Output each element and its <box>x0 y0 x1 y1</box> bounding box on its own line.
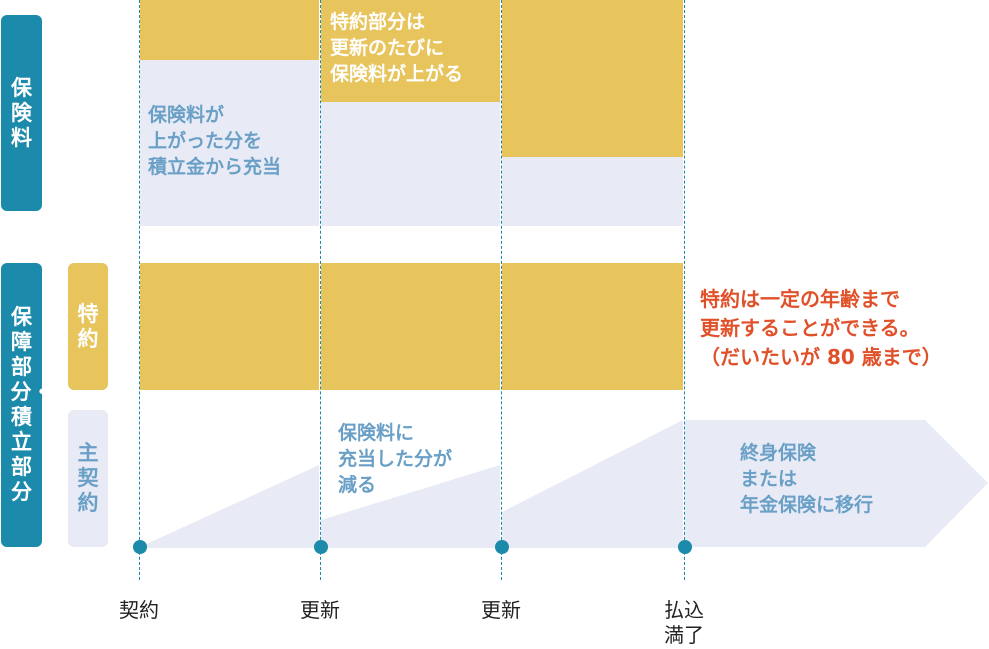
savings-cover-note: 保険料が 上がった分を 積立金から充当 <box>148 104 282 178</box>
contract-point <box>133 540 147 554</box>
rider-coverage-period-2 <box>321 263 500 390</box>
premium-category-label: 保険料 <box>1 15 42 211</box>
contract-label: 契約 <box>119 598 159 622</box>
rider-label: 特約 <box>68 263 108 390</box>
premium-main-block-period-3 <box>502 157 683 226</box>
premium-main-block-period-1 <box>140 60 319 226</box>
savings-triangle-period-2 <box>321 465 500 547</box>
coverage-savings-category-label: 保障部分・積立部分 <box>1 263 53 547</box>
paid-up-label: 払込 満了 <box>664 598 704 647</box>
rider-age-limit-note: 特約は一定の年齢まで 更新することができる。 （だいたいが 80 歳まで） <box>700 287 942 369</box>
transition-note: 終身保険 または 年金保険に移行 <box>740 442 874 516</box>
rider-coverage-period-3 <box>502 263 683 390</box>
renewal-1-divider <box>320 0 321 580</box>
savings-decrease-note: 保険料に 充当した分が 減る <box>338 422 453 496</box>
renewal-2-divider <box>501 0 502 580</box>
renewal-1-label: 更新 <box>300 598 340 622</box>
main-contract-label: 主契約 <box>68 410 108 547</box>
premium-rider-block-period-1 <box>140 0 319 60</box>
savings-triangle-period-1 <box>140 465 319 547</box>
rider-coverage-period-1 <box>140 263 319 390</box>
paid-up-divider <box>684 0 685 580</box>
contract-divider <box>139 0 140 580</box>
renewal-1-point <box>314 540 328 554</box>
savings-triangle-period-3 <box>502 420 683 547</box>
premium-rider-block-period-2 <box>321 0 500 102</box>
paid-up-point <box>678 540 692 554</box>
premium-main-block-period-2 <box>321 102 500 226</box>
premium-rider-block-period-3 <box>502 0 683 157</box>
rider-renewal-note: 特約部分は 更新のたびに 保険料が上がる <box>330 11 464 85</box>
transition-arrow <box>685 420 988 547</box>
renewal-2-label: 更新 <box>481 598 521 622</box>
renewal-2-point <box>495 540 509 554</box>
